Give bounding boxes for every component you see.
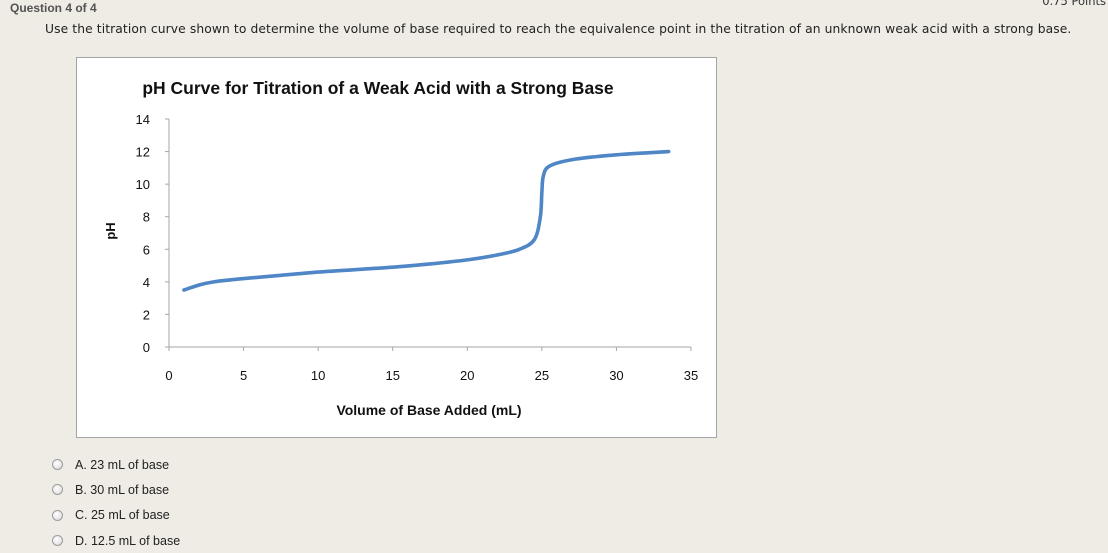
radio-button-b[interactable] xyxy=(52,484,63,496)
svg-text:14: 14 xyxy=(136,112,150,127)
points-label: 0.75 Points xyxy=(1042,0,1106,8)
svg-text:10: 10 xyxy=(311,368,325,383)
option-a[interactable]: A. 23 mL of base xyxy=(52,452,180,477)
option-b-label[interactable]: B. 30 mL of base xyxy=(75,482,170,497)
svg-text:0: 0 xyxy=(165,368,172,383)
y-axis-ticks: 0 2 4 6 8 10 12 14 xyxy=(136,112,169,355)
chart-title: pH Curve for Titration of a Weak Acid wi… xyxy=(142,78,614,98)
svg-text:6: 6 xyxy=(143,242,150,257)
chart-axes xyxy=(165,119,691,348)
x-axis-label: Volume of Base Added (mL) xyxy=(336,402,521,418)
svg-text:2: 2 xyxy=(143,307,150,322)
ph-curve-line xyxy=(182,149,671,292)
svg-text:10: 10 xyxy=(136,177,150,192)
option-d-label[interactable]: D. 12.5 mL of base xyxy=(75,533,181,548)
svg-text:15: 15 xyxy=(385,368,399,383)
y-axis-label: pH xyxy=(103,222,118,239)
option-c-label[interactable]: C. 25 mL of base xyxy=(75,508,170,523)
option-d[interactable]: D. 12.5 mL of base xyxy=(52,528,180,553)
radio-button-c[interactable] xyxy=(52,509,63,521)
svg-text:25: 25 xyxy=(535,368,549,383)
chart-canvas: pH Curve for Titration of a Weak Acid wi… xyxy=(103,78,698,418)
svg-text:4: 4 xyxy=(143,275,150,290)
titration-chart: pH Curve for Titration of a Weak Acid wi… xyxy=(76,57,717,438)
option-b[interactable]: B. 30 mL of base xyxy=(52,477,180,502)
svg-text:35: 35 xyxy=(684,368,698,383)
x-axis-ticks: 0 5 10 15 20 25 30 35 xyxy=(165,347,698,383)
svg-text:8: 8 xyxy=(143,210,150,225)
radio-button-a[interactable] xyxy=(52,459,63,471)
question-prompt: Use the titration curve shown to determi… xyxy=(45,22,1072,36)
svg-text:0: 0 xyxy=(143,340,150,355)
svg-text:30: 30 xyxy=(609,368,623,383)
svg-text:20: 20 xyxy=(460,368,474,383)
question-number: Question 4 of 4 xyxy=(10,1,97,15)
svg-text:5: 5 xyxy=(240,368,247,383)
option-c[interactable]: C. 25 mL of base xyxy=(52,503,180,528)
radio-button-d[interactable] xyxy=(52,535,63,547)
svg-text:12: 12 xyxy=(136,145,150,160)
option-a-label[interactable]: A. 23 mL of base xyxy=(75,457,170,472)
answer-options: A. 23 mL of base B. 30 mL of base C. 25 … xyxy=(52,452,180,553)
